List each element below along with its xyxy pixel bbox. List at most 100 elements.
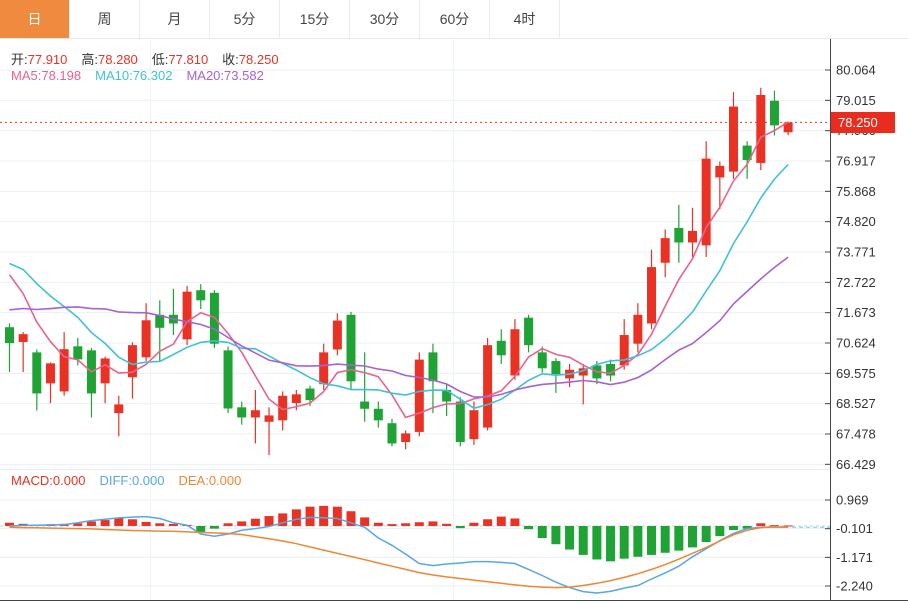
macd-row-label: DIFF: — [99, 473, 132, 488]
ma10-line — [9, 163, 789, 410]
ma-row-value: 73.582 — [224, 68, 264, 83]
candle-body — [483, 345, 493, 428]
candle-body — [73, 346, 83, 360]
macd-bar — [264, 516, 274, 526]
macd-bar — [141, 521, 151, 526]
candle-body — [469, 410, 479, 440]
tab-timeframe-1[interactable]: 周 — [70, 0, 140, 38]
dea-line — [9, 526, 789, 589]
macd-bar — [496, 516, 506, 526]
ma5-line — [8, 121, 789, 419]
tab-timeframe-2[interactable]: 月 — [140, 0, 210, 38]
axis-tick-label: 0.969 — [836, 493, 869, 508]
axis-tick-label: 72.722 — [836, 275, 876, 290]
axis-tick-label: 76.917 — [836, 154, 876, 169]
axis-tick-label: 73.771 — [836, 244, 876, 259]
macd-bar — [168, 523, 178, 526]
macd-bar — [551, 525, 561, 545]
macd-bar — [100, 520, 110, 526]
macd-bar — [742, 525, 752, 529]
ma-row-label: MA5: — [11, 68, 42, 83]
axis-tick-label: 80.064 — [836, 63, 876, 78]
axis-tick-label: 70.624 — [836, 336, 876, 351]
macd-bar — [455, 525, 465, 529]
macd-bar — [524, 525, 534, 530]
tab-timeframe-4[interactable]: 15分 — [280, 0, 350, 38]
candle-body — [346, 314, 356, 382]
macd-bar — [414, 522, 424, 526]
candle-body — [524, 317, 534, 346]
candle-body — [578, 368, 588, 376]
macd-bar — [278, 513, 288, 526]
macd-bar — [769, 525, 779, 527]
candle-body — [701, 158, 711, 246]
candle-body — [551, 361, 561, 375]
candle-body — [127, 345, 137, 378]
axis-tick-label: 69.575 — [836, 366, 876, 381]
macd-bar — [633, 525, 643, 557]
candle-body — [756, 94, 766, 163]
ma-row-label: MA10: — [95, 68, 133, 83]
diff-line — [9, 515, 789, 594]
candle-body — [619, 335, 629, 366]
macd-row-value: 0.000 — [52, 473, 86, 488]
macd-info-row: MACD:0.000 DIFF:0.000 DEA:0.000 — [11, 473, 255, 488]
candle-body — [373, 408, 383, 421]
ma-row-label: MA20: — [186, 68, 225, 83]
macd-row-value: 0.000 — [208, 473, 242, 488]
macd-bar — [442, 523, 452, 526]
macd-bar — [578, 525, 588, 555]
tab-timeframe-7[interactable]: 4时 — [490, 0, 560, 38]
macd-row-label: MACD: — [11, 473, 53, 488]
candle-body — [264, 415, 274, 422]
macd-bar — [619, 525, 629, 559]
candle-body — [45, 363, 55, 384]
macd-bar — [715, 525, 725, 537]
candle-body — [728, 106, 738, 172]
macd-bar — [674, 525, 684, 551]
tab-timeframe-5[interactable]: 30分 — [350, 0, 420, 38]
candle-body — [455, 401, 465, 443]
candle-body — [100, 358, 110, 384]
macd-bar — [250, 518, 260, 526]
macd-bar — [332, 506, 342, 526]
axis-tick-label: -1.171 — [836, 550, 873, 565]
candle-body — [387, 423, 397, 444]
macd-bar — [510, 518, 520, 526]
macd-bar — [127, 519, 137, 526]
macd-bar — [387, 524, 397, 526]
candle-body — [196, 290, 206, 301]
candle-body — [319, 352, 329, 385]
axis-tick-label: 71.673 — [836, 305, 876, 320]
macd-bar — [223, 523, 233, 526]
ohlc-row-value: 77.910 — [27, 52, 68, 67]
ma-row-value: 78.198 — [41, 68, 82, 83]
macd-bar — [114, 517, 124, 526]
tab-timeframe-3[interactable]: 5分 — [210, 0, 280, 38]
macd-bar — [756, 523, 766, 526]
axis-tick-label: 66.429 — [836, 457, 876, 472]
macd-bar — [346, 511, 356, 526]
ma-row-value: 76.302 — [132, 68, 173, 83]
candle-body — [742, 145, 752, 161]
candlestick-series — [5, 87, 793, 456]
tab-timeframe-0[interactable]: 日 — [0, 0, 70, 38]
ma-info-row: MA5:78.198 MA10:76.302 MA20:73.582 — [11, 68, 278, 83]
macd-bar — [237, 521, 247, 526]
candle-body — [182, 291, 192, 340]
macd-bar — [291, 509, 301, 526]
macd-bar — [86, 521, 96, 526]
macd-bar — [196, 525, 206, 532]
macd-bar — [660, 525, 670, 553]
macd-bar — [647, 525, 657, 555]
ohlc-row-label: 低: — [151, 52, 169, 67]
ohlc-row-value: 77.810 — [168, 52, 209, 67]
candle-body — [5, 327, 14, 344]
candle-body — [250, 410, 260, 418]
macd-bar — [701, 525, 711, 543]
tab-timeframe-6[interactable]: 60分 — [420, 0, 490, 38]
macd-bar — [469, 522, 479, 526]
macd-row-label: DEA: — [178, 473, 209, 488]
candle-body — [360, 401, 370, 409]
